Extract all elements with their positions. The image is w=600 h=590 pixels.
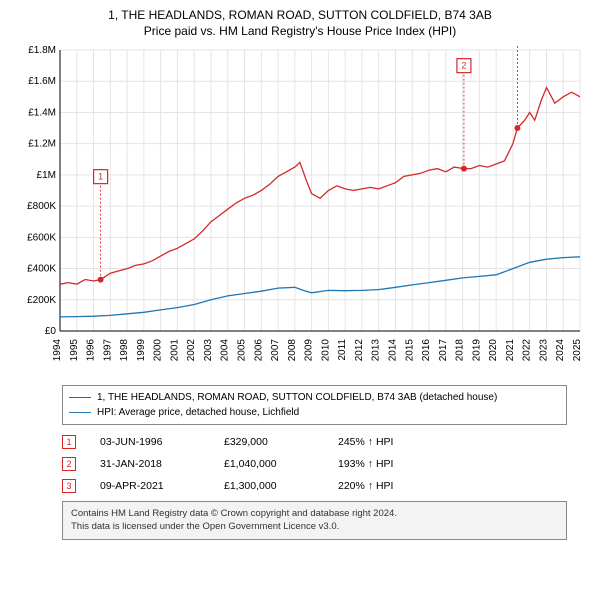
svg-text:1998: 1998 bbox=[119, 339, 130, 362]
svg-text:£600K: £600K bbox=[27, 232, 56, 243]
legend-item-property: 1, THE HEADLANDS, ROMAN ROAD, SUTTON COL… bbox=[69, 390, 560, 405]
svg-text:2007: 2007 bbox=[270, 339, 281, 362]
svg-text:2022: 2022 bbox=[522, 339, 533, 362]
svg-text:2020: 2020 bbox=[488, 339, 499, 362]
sales-table: 1 03-JUN-1996 £329,000 245% ↑ HPI 2 31-J… bbox=[62, 431, 567, 497]
svg-text:£400K: £400K bbox=[27, 264, 56, 275]
svg-text:2009: 2009 bbox=[304, 339, 315, 362]
legend: 1, THE HEADLANDS, ROMAN ROAD, SUTTON COL… bbox=[62, 385, 567, 425]
line-chart-svg: £0 £200K £400K £600K £800K £1M £1.2M £1.4M £1.6M… bbox=[12, 44, 588, 379]
title-line-2: Price paid vs. HM Land Registry's House … bbox=[12, 24, 588, 38]
title-line-1: 1, THE HEADLANDS, ROMAN ROAD, SUTTON COL… bbox=[12, 8, 588, 22]
svg-text:2002: 2002 bbox=[186, 339, 197, 362]
sale-marker-1: 1 bbox=[62, 435, 76, 449]
svg-text:2004: 2004 bbox=[220, 339, 231, 362]
sale-date-2: 31-JAN-2018 bbox=[100, 458, 200, 470]
sale-date-1: 03-JUN-1996 bbox=[100, 436, 200, 448]
svg-text:2025: 2025 bbox=[572, 339, 583, 362]
svg-text:1997: 1997 bbox=[102, 339, 113, 362]
svg-text:2001: 2001 bbox=[169, 339, 180, 362]
sale-price-3: £1,300,000 bbox=[224, 480, 314, 492]
svg-text:£0: £0 bbox=[45, 326, 57, 337]
svg-text:2008: 2008 bbox=[287, 339, 298, 362]
svg-text:£1.2M: £1.2M bbox=[28, 139, 56, 150]
svg-text:1994: 1994 bbox=[52, 339, 63, 362]
svg-text:2024: 2024 bbox=[555, 339, 566, 362]
svg-text:2000: 2000 bbox=[153, 339, 164, 362]
svg-text:2016: 2016 bbox=[421, 339, 432, 362]
sale-marker-2: 2 bbox=[62, 457, 76, 471]
sale-price-2: £1,040,000 bbox=[224, 458, 314, 470]
svg-text:2018: 2018 bbox=[455, 339, 466, 362]
svg-text:2017: 2017 bbox=[438, 339, 449, 362]
svg-text:2021: 2021 bbox=[505, 339, 516, 362]
svg-text:1995: 1995 bbox=[69, 339, 80, 362]
svg-text:2010: 2010 bbox=[320, 339, 331, 362]
sale-row-3: 3 09-APR-2021 £1,300,000 220% ↑ HPI bbox=[62, 475, 567, 497]
chart-container: 1, THE HEADLANDS, ROMAN ROAD, SUTTON COL… bbox=[0, 0, 600, 546]
legend-label-hpi: HPI: Average price, detached house, Lich… bbox=[97, 405, 299, 420]
svg-text:2019: 2019 bbox=[471, 339, 482, 362]
svg-text:2023: 2023 bbox=[538, 339, 549, 362]
sale-row-1: 1 03-JUN-1996 £329,000 245% ↑ HPI bbox=[62, 431, 567, 453]
svg-text:2014: 2014 bbox=[387, 339, 398, 362]
sale-pct-1: 245% ↑ HPI bbox=[338, 436, 458, 448]
legend-item-hpi: HPI: Average price, detached house, Lich… bbox=[69, 405, 560, 420]
svg-text:£1.6M: £1.6M bbox=[28, 76, 56, 87]
svg-text:2005: 2005 bbox=[237, 339, 248, 362]
svg-text:2013: 2013 bbox=[371, 339, 382, 362]
svg-text:1999: 1999 bbox=[136, 339, 147, 362]
legend-swatch-property bbox=[69, 397, 91, 398]
svg-text:1996: 1996 bbox=[86, 339, 97, 362]
footer-line-2: This data is licensed under the Open Gov… bbox=[71, 520, 558, 533]
svg-text:2006: 2006 bbox=[253, 339, 264, 362]
plot-area: £0 £200K £400K £600K £800K £1M £1.2M £1.4M £1.6M… bbox=[12, 44, 588, 379]
svg-text:2011: 2011 bbox=[337, 339, 348, 361]
sale-price-1: £329,000 bbox=[224, 436, 314, 448]
attribution-footer: Contains HM Land Registry data © Crown c… bbox=[62, 501, 567, 540]
legend-label-property: 1, THE HEADLANDS, ROMAN ROAD, SUTTON COL… bbox=[97, 390, 497, 405]
legend-swatch-hpi bbox=[69, 412, 91, 413]
sale-row-2: 2 31-JAN-2018 £1,040,000 193% ↑ HPI bbox=[62, 453, 567, 475]
svg-text:2: 2 bbox=[461, 61, 466, 71]
svg-text:2015: 2015 bbox=[404, 339, 415, 362]
svg-text:£800K: £800K bbox=[27, 201, 56, 212]
svg-text:1: 1 bbox=[98, 172, 103, 182]
svg-text:£200K: £200K bbox=[27, 295, 56, 306]
svg-text:£1.8M: £1.8M bbox=[28, 45, 56, 56]
sale-date-3: 09-APR-2021 bbox=[100, 480, 200, 492]
sale-marker-3: 3 bbox=[62, 479, 76, 493]
svg-text:£1.4M: £1.4M bbox=[28, 107, 56, 118]
sale-pct-3: 220% ↑ HPI bbox=[338, 480, 458, 492]
chart-title: 1, THE HEADLANDS, ROMAN ROAD, SUTTON COL… bbox=[12, 8, 588, 38]
sale-pct-2: 193% ↑ HPI bbox=[338, 458, 458, 470]
footer-line-1: Contains HM Land Registry data © Crown c… bbox=[71, 507, 558, 520]
svg-text:£1M: £1M bbox=[37, 170, 56, 181]
svg-text:2012: 2012 bbox=[354, 339, 365, 362]
svg-text:2003: 2003 bbox=[203, 339, 214, 362]
